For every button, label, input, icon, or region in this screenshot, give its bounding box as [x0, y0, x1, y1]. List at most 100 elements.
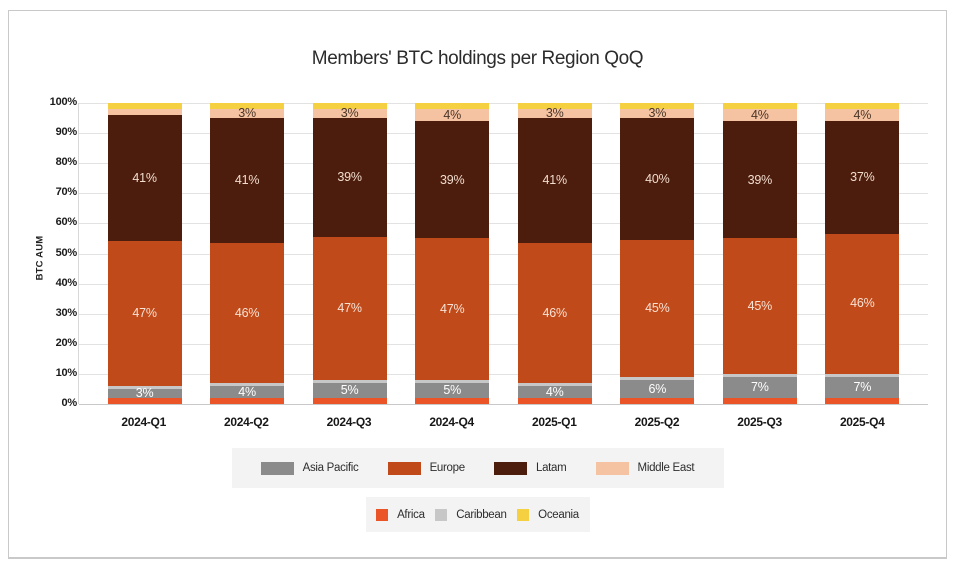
y-tick-label: 100% — [49, 96, 78, 108]
bar-segment-latam: 40% — [620, 118, 695, 240]
legend-item-oceania: Oceania — [517, 508, 579, 521]
bar-segment-caribbean — [620, 376, 695, 380]
bar-segment-oceania — [210, 103, 285, 110]
stacked-bar-2025-q3: 7% 45% 39% 4% — [722, 103, 797, 404]
x-tick-label: 2024-Q2 — [224, 415, 269, 429]
bar-value-label: 41% — [542, 173, 568, 188]
legend-row-1: Asia Pacific Europe Latam Middle East — [231, 448, 724, 488]
bar-segment-asia-pacific: 4% — [210, 386, 285, 398]
y-tick-label: 30% — [55, 306, 78, 319]
bar-value-label: 47% — [439, 301, 465, 316]
x-tick-label: 2024-Q1 — [121, 415, 166, 429]
legend-label: Latam — [535, 462, 567, 474]
bar-segment-caribbean — [722, 373, 797, 377]
bar-value-label: 45% — [645, 300, 670, 315]
y-tick-label: 0% — [61, 397, 78, 409]
legend-label: Europe — [429, 462, 466, 474]
bar-segment-africa — [210, 397, 285, 404]
bar-segment-asia-pacific: 6% — [620, 379, 695, 398]
legend-label: Asia Pacific — [302, 462, 359, 474]
bar-segment-europe: 45% — [620, 239, 695, 377]
bar-value-label: 46% — [234, 305, 260, 320]
y-tick-label: 40% — [55, 276, 78, 289]
bar-value-label: 3% — [135, 386, 154, 400]
bar-segment-oceania — [825, 103, 900, 110]
x-axis: 2024-Q1 2024-Q2 2024-Q3 2024-Q4 2025-Q1 2025-… — [78, 415, 928, 429]
bar-value-label: 39% — [337, 170, 362, 185]
bar-segment-asia-pacific: 5% — [415, 382, 490, 398]
legend-swatch-icon — [595, 461, 629, 475]
bar-value-label: 39% — [439, 172, 465, 187]
stacked-bar-2024-q3: 5% 47% 39% 3% — [312, 102, 387, 404]
legend-item-asia-pacific: Asia Pacific — [260, 461, 359, 475]
legend-swatch-icon — [493, 461, 527, 475]
bar-segment-caribbean — [107, 385, 182, 389]
bar-segment-caribbean — [825, 373, 900, 377]
bar-value-label: 47% — [132, 306, 157, 321]
bar-segment-caribbean — [210, 382, 285, 386]
y-axis: 100% 90% 80% 70% 60% 50% 40% 30% 20% 10% 0% — [37, 96, 78, 409]
bar-segment-middle-east: 3% — [517, 106, 592, 121]
bar-segment-latam: 39% — [415, 121, 490, 239]
x-tick-label: 2025-Q4 — [839, 415, 885, 429]
y-tick-label: 90% — [55, 126, 78, 139]
gridline — [79, 283, 928, 285]
y-tick-label: 20% — [55, 336, 78, 349]
legend-item-africa: Africa — [376, 508, 425, 521]
legend-item-latam: Latam — [493, 461, 567, 475]
legend-row-2: Africa Caribbean Oceania — [365, 497, 590, 532]
legend-label: Caribbean — [456, 508, 507, 521]
chart-title: Members' BTC holdings per Region QoQ — [311, 48, 644, 69]
bars-container: 3% 47% 41% 4% 46% 41% 3% 5% 47% 39% 3% 5% 47% 39% 4% 4%… — [79, 102, 928, 404]
stacked-bar-2024-q2: 4% 46% 41% 3% — [210, 103, 285, 404]
bar-segment-latam: 37% — [825, 121, 900, 234]
bar-value-label: 3% — [340, 106, 359, 121]
bar-segment-asia-pacific: 3% — [107, 386, 182, 400]
bar-segment-asia-pacific: 7% — [722, 376, 797, 398]
bar-value-label: 46% — [850, 296, 875, 311]
bar-segment-middle-east: 3% — [312, 106, 387, 121]
bar-segment-africa — [722, 397, 797, 404]
legend-swatch-icon — [517, 508, 530, 521]
gridline — [79, 223, 928, 225]
stacked-bar-2025-q4: 7% 46% 37% 4% — [825, 103, 900, 404]
bar-value-label: 4% — [545, 384, 564, 399]
bar-value-label: 4% — [853, 107, 872, 122]
bar-segment-caribbean — [312, 379, 387, 383]
x-tick-label: 2024-Q4 — [429, 415, 474, 429]
gridline — [79, 163, 928, 165]
bar-value-label: 41% — [234, 173, 260, 188]
bar-segment-middle-east: 3% — [620, 106, 695, 121]
bar-value-label: 5% — [443, 383, 462, 398]
bar-segment-oceania — [107, 103, 182, 110]
bar-segment-asia-pacific: 5% — [312, 382, 387, 398]
bar-segment-europe: 47% — [312, 236, 387, 380]
legend-item-caribbean: Caribbean — [435, 508, 507, 521]
legend-swatch-icon — [376, 508, 389, 521]
bar-segment-europe: 47% — [107, 241, 182, 386]
bar-segment-oceania — [722, 103, 797, 110]
bar-segment-latam: 41% — [517, 118, 592, 243]
stacked-bar-2025-q1: 4% 46% 41% 3% — [517, 103, 592, 404]
gridline — [79, 103, 928, 104]
bar-segment-middle-east — [107, 109, 182, 116]
plot-area: 3% 47% 41% 4% 46% 41% 3% 5% 47% 39% 3% 5% 47% 39% 4% 4%… — [78, 102, 928, 405]
gridline — [79, 373, 928, 375]
legend-label: Middle East — [637, 462, 695, 474]
bar-segment-europe: 46% — [210, 242, 285, 383]
bar-segment-africa — [107, 397, 182, 404]
legend-swatch-icon — [387, 461, 421, 475]
bar-value-label: 3% — [648, 106, 667, 121]
legend-label: Africa — [397, 508, 425, 521]
bar-value-label: 3% — [545, 106, 564, 121]
bar-value-label: 37% — [850, 170, 875, 185]
bar-segment-europe: 45% — [722, 238, 797, 374]
x-tick-label: 2025-Q3 — [737, 415, 782, 429]
bar-segment-middle-east: 4% — [825, 107, 900, 122]
gridline — [79, 313, 928, 315]
bar-segment-asia-pacific: 4% — [517, 384, 592, 399]
bar-segment-oceania — [312, 102, 387, 110]
bar-segment-middle-east: 3% — [210, 107, 285, 119]
bar-segment-africa — [312, 397, 387, 404]
gridline — [79, 343, 928, 345]
